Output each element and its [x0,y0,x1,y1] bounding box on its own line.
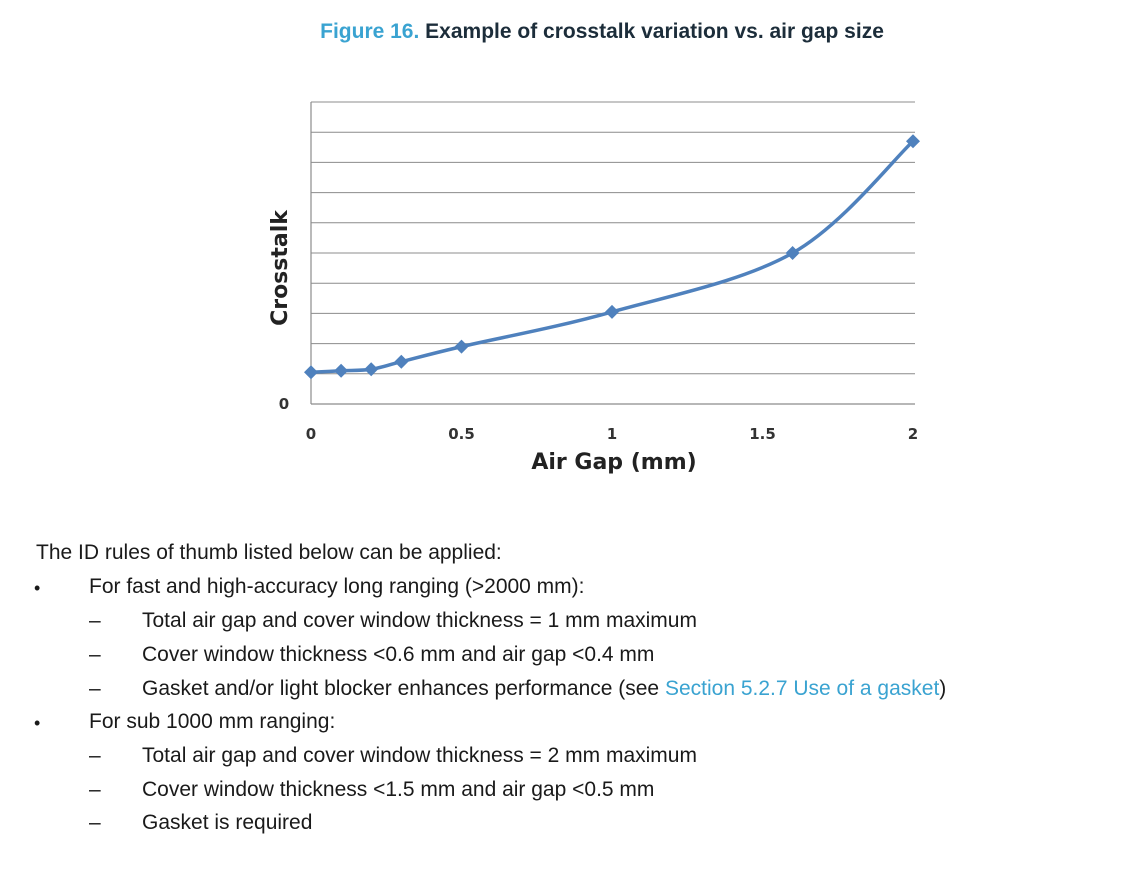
x-tick-label: 1.5 [749,425,776,443]
dash-marker: – [89,609,101,632]
y-tick-label: 0 [279,395,289,413]
data-point-marker [304,365,318,380]
x-tick-label: 0.5 [448,425,475,443]
x-axis-title: Air Gap (mm) [531,450,696,475]
bullet-item-sub-1000: For sub 1000 mm ranging: [89,710,336,733]
data-point-marker [785,246,800,260]
subitem-text: Total air gap and cover window thickness… [142,744,697,767]
bullet-marker: • [34,713,41,733]
subitem-text: Total air gap and cover window thickness… [142,609,697,632]
bullet-item-long-ranging: For fast and high-accuracy long ranging … [89,575,585,598]
crosstalk-chart: 0 0.5 1 1.5 2 0 Air Gap (mm) Crosstalk [268,101,920,475]
x-tick-label: 2 [908,425,918,443]
data-point-marker [605,304,619,319]
dash-marker: – [89,811,101,834]
x-tick-label: 1 [607,425,617,443]
series-line [310,139,915,375]
subitem-text-after: ) [939,677,947,700]
data-point-marker [454,339,469,354]
subitem-text: Gasket and/or light blocker enhances per… [142,677,946,701]
subitem-text-before: Gasket and/or light blocker enhances per… [142,677,665,700]
figure-number: Figure 16. [320,20,420,43]
dash-marker: – [89,677,101,700]
figure-title: Figure 16. Example of crosstalk variatio… [0,20,1128,44]
subitem-text: Cover window thickness <1.5 mm and air g… [142,778,655,801]
subitem-text: Gasket is required [142,811,313,834]
data-point-marker [906,134,920,149]
data-point-marker [334,363,349,378]
y-axis-title: Crosstalk [268,209,293,326]
dash-marker: – [89,778,101,801]
dash-marker: – [89,643,101,666]
intro-text: The ID rules of thumb listed below can b… [36,541,502,564]
bullet-marker: • [34,578,41,598]
figure-caption: Example of crosstalk variation vs. air g… [425,20,884,43]
dash-marker: – [89,744,101,767]
x-tick-label: 0 [306,425,316,443]
section-link[interactable]: Section 5.2.7 Use of a gasket [664,677,940,700]
subitem-text: Cover window thickness <0.6 mm and air g… [142,643,655,666]
data-point-marker [394,354,409,369]
data-point-marker [364,362,379,377]
